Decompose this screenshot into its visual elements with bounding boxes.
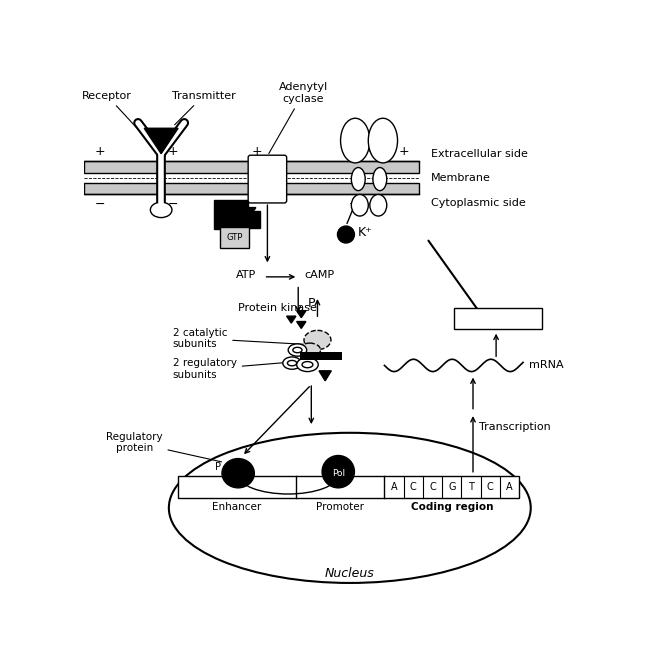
Text: Transcription: Transcription: [479, 422, 551, 432]
Ellipse shape: [370, 195, 387, 216]
Text: Extracellular side: Extracellular side: [430, 149, 527, 159]
Text: +: +: [368, 144, 378, 158]
Text: Regulatory
protein: Regulatory protein: [106, 431, 222, 462]
Text: Membrane: Membrane: [430, 173, 490, 183]
Text: +: +: [399, 144, 409, 158]
Ellipse shape: [341, 118, 370, 163]
Text: G: G: [448, 482, 455, 492]
Text: Promoter: Promoter: [316, 502, 364, 512]
Text: −: −: [94, 199, 105, 211]
Text: Nucleus: Nucleus: [325, 567, 375, 580]
Bar: [84, 183, 419, 195]
Text: ᵥᵥᵥ: ᵥᵥᵥ: [226, 464, 234, 470]
Text: Cytoplasmic side: Cytoplasmic side: [430, 199, 525, 208]
Text: A: A: [391, 482, 397, 492]
Ellipse shape: [222, 458, 254, 488]
Text: −: −: [168, 199, 178, 211]
Ellipse shape: [150, 202, 172, 217]
Ellipse shape: [337, 226, 354, 243]
Text: P: P: [215, 462, 221, 472]
Text: +: +: [168, 144, 178, 158]
Ellipse shape: [297, 358, 318, 372]
Polygon shape: [297, 321, 306, 329]
Ellipse shape: [293, 348, 302, 353]
Text: −: −: [348, 199, 359, 211]
Ellipse shape: [302, 362, 313, 368]
Ellipse shape: [288, 360, 297, 366]
Text: 2 catalytic
subunits: 2 catalytic subunits: [173, 327, 307, 350]
Ellipse shape: [304, 330, 331, 350]
Ellipse shape: [299, 343, 321, 357]
Text: C: C: [410, 482, 416, 492]
Text: Adenytyl
cyclase: Adenytyl cyclase: [269, 82, 328, 154]
Text: GTP: GTP: [226, 233, 242, 242]
Bar: [178, 476, 519, 498]
Text: Receptor: Receptor: [82, 91, 143, 134]
Ellipse shape: [373, 168, 387, 191]
Polygon shape: [144, 128, 178, 154]
Text: K⁺: K⁺: [358, 227, 372, 240]
Ellipse shape: [169, 433, 531, 583]
Bar: [84, 161, 419, 173]
Ellipse shape: [368, 118, 397, 163]
Text: Enhancer: Enhancer: [213, 502, 261, 512]
Polygon shape: [319, 371, 331, 381]
Text: +: +: [94, 144, 105, 158]
Ellipse shape: [351, 168, 365, 191]
Text: C: C: [487, 482, 494, 492]
Text: +: +: [252, 144, 263, 158]
Text: 2 regulatory
subunits: 2 regulatory subunits: [173, 358, 294, 380]
Ellipse shape: [282, 357, 301, 369]
Polygon shape: [297, 311, 306, 317]
Text: Coding region: Coding region: [411, 502, 493, 512]
Text: −: −: [368, 199, 378, 211]
Bar: [214, 200, 248, 229]
Text: +: +: [348, 144, 359, 158]
Text: C: C: [429, 482, 436, 492]
Polygon shape: [248, 207, 256, 219]
Text: cAMP: cAMP: [305, 270, 335, 280]
Text: Protein: Protein: [478, 313, 517, 323]
Text: Protein kinase: Protein kinase: [238, 303, 317, 313]
Text: P: P: [308, 297, 315, 310]
Bar: [243, 211, 260, 228]
Text: Pol: Pol: [332, 469, 345, 478]
Polygon shape: [286, 316, 296, 323]
Ellipse shape: [351, 195, 368, 216]
FancyBboxPatch shape: [248, 155, 286, 203]
Ellipse shape: [322, 456, 354, 488]
Text: ATP: ATP: [236, 270, 256, 280]
Ellipse shape: [288, 344, 307, 356]
Bar: [454, 308, 543, 329]
Text: Transmitter: Transmitter: [172, 91, 236, 125]
Bar: [300, 352, 342, 360]
Text: mRNA: mRNA: [529, 360, 564, 370]
Text: A: A: [506, 482, 513, 492]
Text: T: T: [468, 482, 474, 492]
Bar: [220, 227, 249, 248]
